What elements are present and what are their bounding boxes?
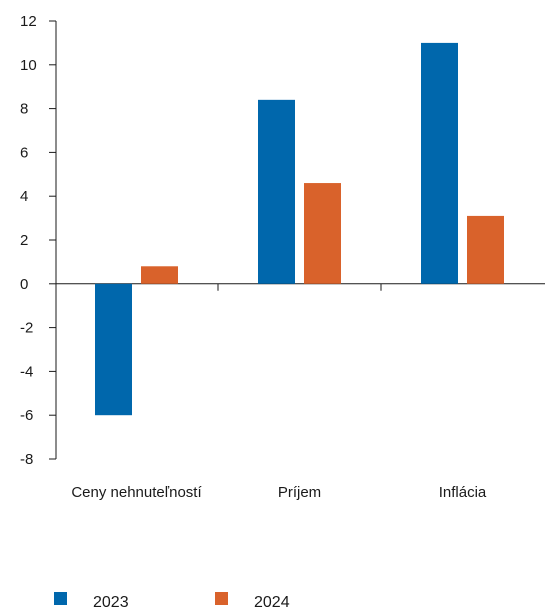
bar — [421, 42, 458, 284]
y-tick-label: -4 — [20, 363, 33, 380]
legend-swatch — [54, 592, 67, 605]
y-tick-label: -6 — [20, 407, 33, 424]
bar — [304, 183, 341, 284]
category-label: Inflácia — [439, 484, 487, 501]
bar — [141, 266, 178, 284]
y-tick-label: -2 — [20, 320, 33, 337]
y-tick-label: 6 — [20, 144, 28, 161]
bar — [258, 99, 295, 284]
y-axis: 12 10 8 6 4 2 0 -2 -4 -6 -8 — [20, 13, 57, 468]
y-tick-label: 2 — [20, 232, 28, 249]
y-tick-label: 10 — [20, 57, 37, 74]
legend-swatch — [215, 592, 228, 605]
legend: 2023 2024 — [54, 592, 290, 611]
y-tick-label: 4 — [20, 188, 28, 205]
y-tick-label: 8 — [20, 101, 28, 118]
y-tick-label: 0 — [20, 276, 28, 293]
y-tick-label: -8 — [20, 451, 33, 468]
legend-label: 2024 — [254, 594, 290, 611]
x-axis — [56, 283, 545, 291]
bar — [95, 283, 132, 416]
legend-label: 2023 — [93, 594, 129, 611]
y-tick-label: 12 — [20, 13, 37, 30]
bar — [467, 215, 504, 284]
category-labels: Ceny nehnuteľností Príjem Inflácia — [71, 484, 487, 501]
category-label: Príjem — [278, 484, 321, 501]
bars — [95, 42, 504, 416]
category-label: Ceny nehnuteľností — [71, 484, 202, 501]
